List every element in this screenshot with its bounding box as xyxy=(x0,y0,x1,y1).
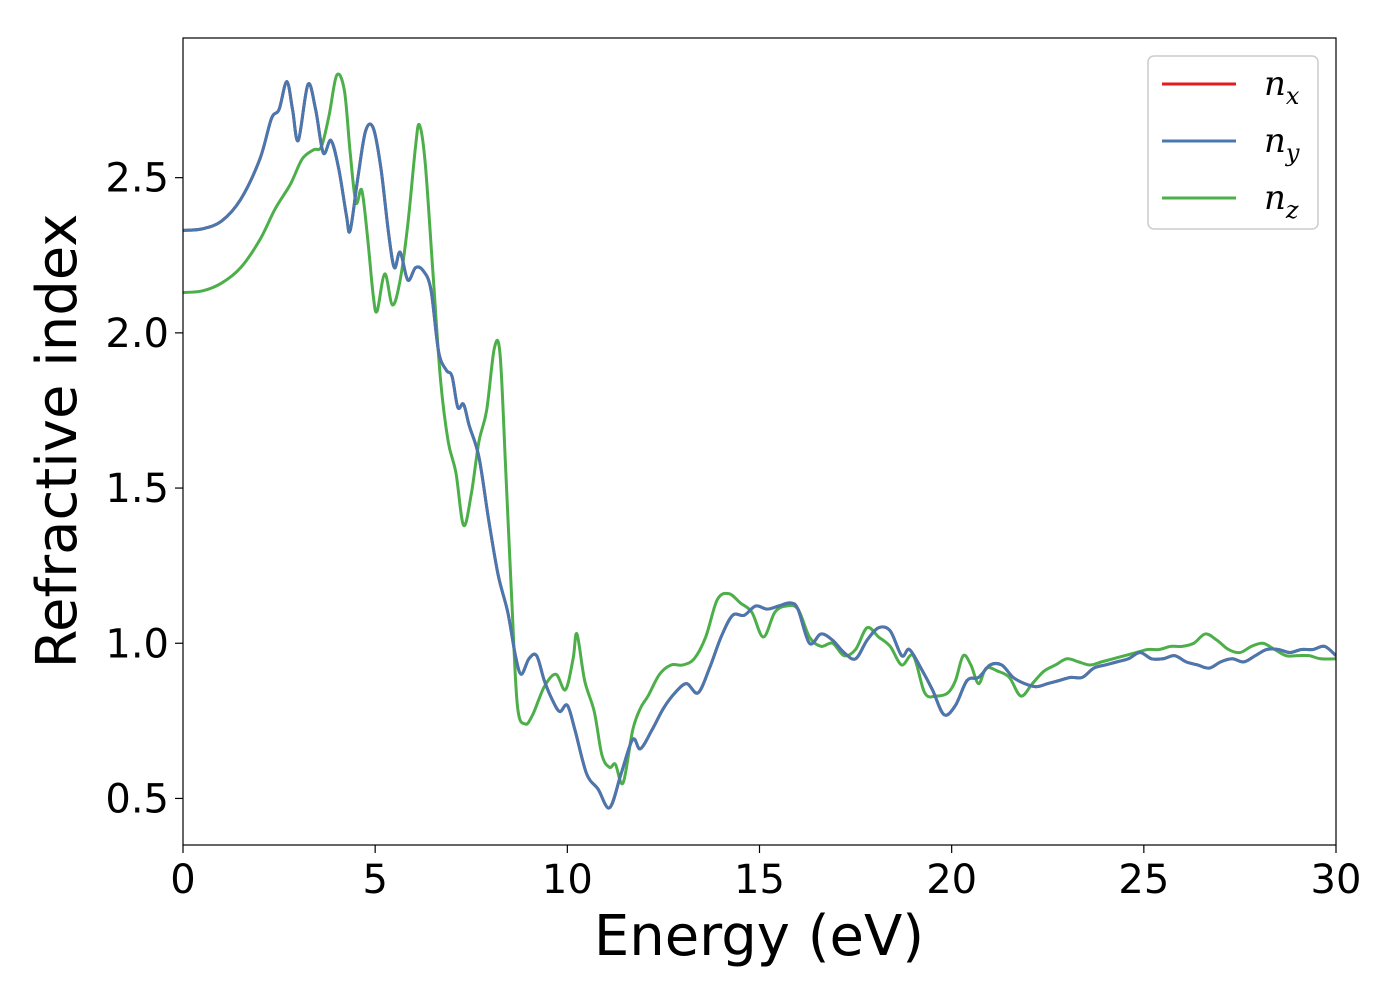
y-tick-label: 1.0 xyxy=(105,621,169,667)
legend: nx ny nz xyxy=(1147,55,1319,230)
x-tick-label: 0 xyxy=(170,857,195,903)
legend-label-n-z: nz xyxy=(1264,178,1299,224)
y-tick-label: 1.5 xyxy=(105,466,169,512)
series-layer xyxy=(183,72,1336,810)
x-axis: 0 5 10 15 20 25 30 xyxy=(170,845,1361,903)
y-axis: 0.5 1.0 1.5 2.0 2.5 xyxy=(105,156,183,822)
y-axis-label: Refractive index xyxy=(25,214,90,669)
legend-label-n-y: ny xyxy=(1264,121,1300,167)
y-tick-label: 2.5 xyxy=(105,156,169,202)
y-tick-label: 0.5 xyxy=(105,776,169,822)
x-tick-label: 30 xyxy=(1311,857,1362,903)
series-line-n-y xyxy=(183,79,1336,810)
legend-label-n-x: nx xyxy=(1264,64,1300,110)
x-tick-label: 10 xyxy=(542,857,593,903)
x-tick-label: 20 xyxy=(926,857,977,903)
series-line-n-z xyxy=(183,72,1336,786)
x-axis-label: Energy (eV) xyxy=(594,904,924,969)
y-tick-label: 2.0 xyxy=(105,311,169,357)
x-tick-label: 25 xyxy=(1118,857,1169,903)
x-tick-label: 5 xyxy=(362,857,387,903)
x-tick-label: 15 xyxy=(734,857,785,903)
